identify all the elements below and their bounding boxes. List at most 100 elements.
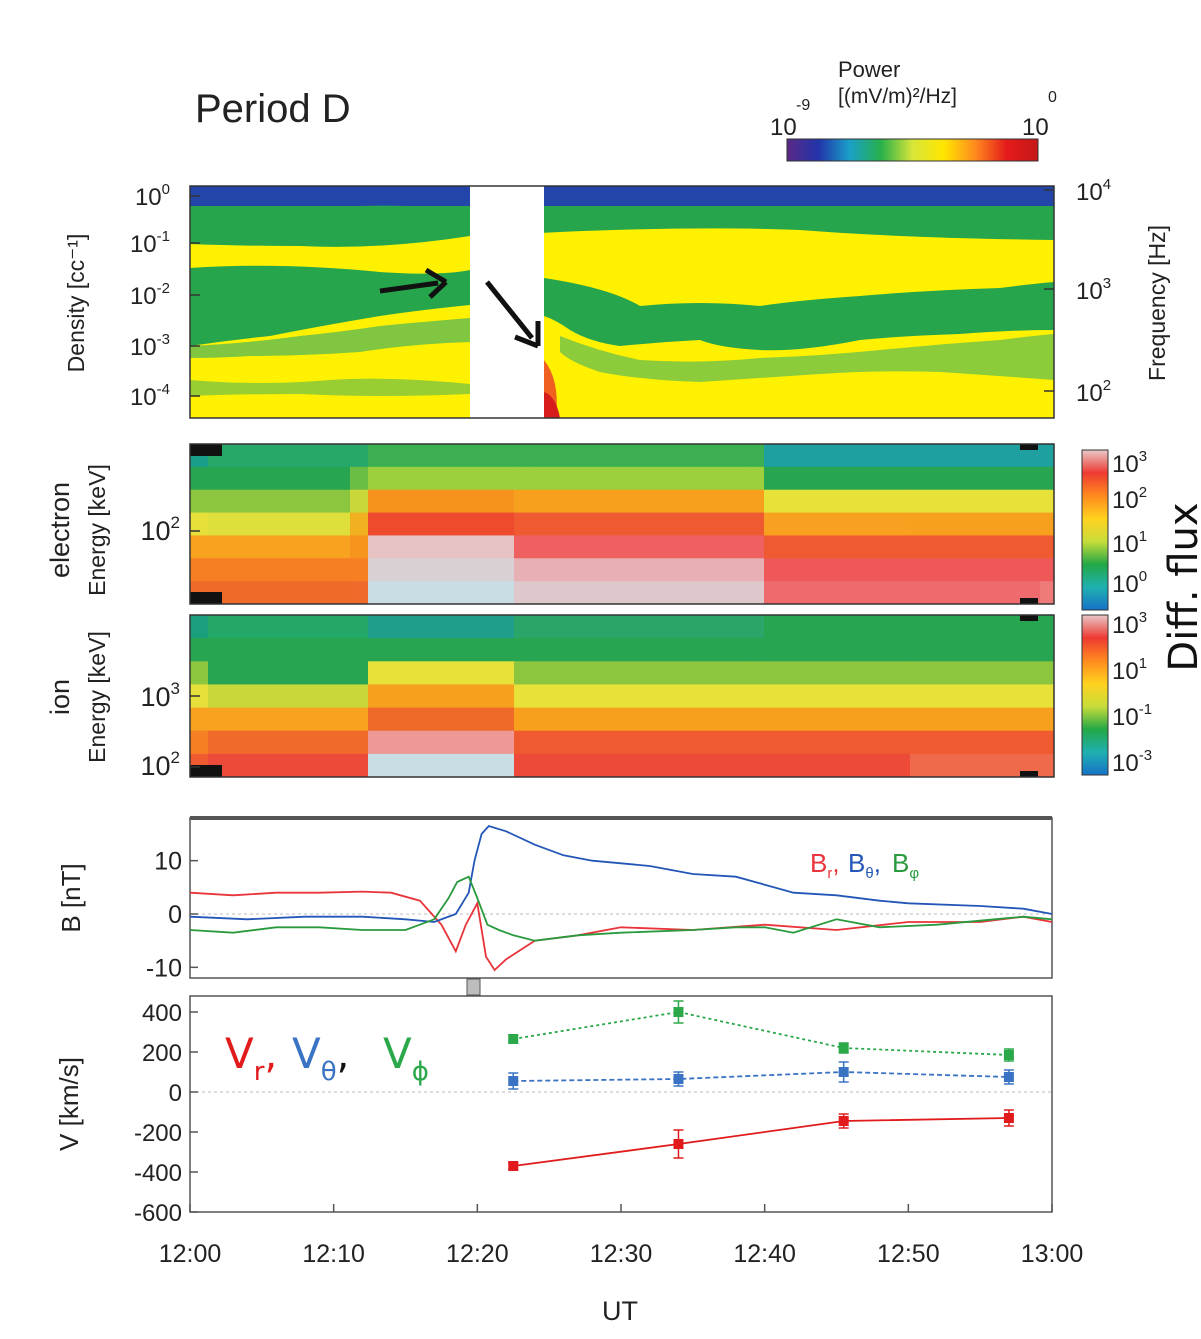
flux-cell (1040, 444, 1055, 468)
flux-cell (910, 615, 1041, 639)
flux-cell (764, 707, 911, 732)
flux-cell (350, 512, 369, 536)
time-tick-label: 13:00 (1021, 1240, 1084, 1268)
flux-cell (764, 684, 911, 709)
v-point (508, 1034, 519, 1044)
flux-cell (530, 581, 749, 605)
svg-text:10-1: 10-1 (1112, 701, 1152, 731)
flux-cell (350, 581, 369, 605)
flux-cell (910, 730, 1041, 755)
flux-cell (1040, 707, 1055, 732)
v-point (838, 1067, 849, 1077)
flux-cell (368, 581, 515, 605)
flux-cell (514, 753, 531, 778)
flux-cell (910, 707, 1041, 732)
flux-cell (368, 730, 515, 755)
flux-cell (530, 466, 749, 491)
svg-text:102: 102 (1112, 484, 1147, 514)
ion-flux-colorbar (1081, 614, 1109, 776)
time-axis-label: UT (602, 1296, 638, 1326)
flux-cell (530, 535, 749, 559)
flux-cell (208, 581, 351, 605)
v-series-ϕ (508, 1000, 1014, 1062)
flux-cell (910, 466, 1041, 491)
wave-arrow-2 (485, 280, 541, 349)
flux-cell (208, 489, 351, 514)
flux-cell (190, 558, 209, 582)
flux-cell (1040, 615, 1055, 639)
density-tick-label: 100 (135, 181, 170, 211)
flux-corner-mark (1020, 598, 1038, 604)
flux-cell (208, 512, 351, 536)
flux-cell (764, 615, 911, 639)
v-point (1003, 1072, 1014, 1082)
electron-colorbar-tick: 100 (1112, 568, 1147, 598)
v-point (673, 1139, 684, 1149)
ion-energy-ticks: 103 102 (140, 679, 200, 781)
wave-data-gap (470, 186, 544, 418)
flux-cell (514, 581, 531, 605)
svg-text:0: 0 (1048, 89, 1057, 106)
svg-text:103: 103 (1076, 275, 1111, 305)
flux-cell (764, 444, 911, 468)
b-legend-r: Br, (810, 848, 840, 882)
v-legend: Vr, Vθ, Vϕ (225, 1029, 429, 1087)
flux-cell (530, 661, 749, 685)
flux-cell (748, 638, 765, 662)
flux-cell (514, 489, 531, 514)
v-point (508, 1161, 519, 1171)
flux-cell (190, 535, 209, 559)
flux-cell (350, 684, 369, 709)
v-series-θ (508, 1061, 1014, 1090)
flux-cell (514, 512, 531, 536)
flux-cell (190, 512, 209, 536)
page-title: Period D (195, 87, 351, 131)
density-tick-label: 10-2 (130, 280, 170, 310)
flux-cell (748, 661, 765, 685)
flux-cell (748, 684, 765, 709)
flux-cell (208, 730, 351, 755)
flux-cell (208, 466, 351, 491)
ion-colorbar-tick: 103 (1112, 609, 1147, 639)
flux-cell (514, 661, 531, 685)
wave-left-axis-label: Density [cc⁻¹] (63, 234, 89, 373)
flux-cell (368, 489, 515, 514)
electron-colorbar-tick: 103 (1112, 448, 1147, 478)
flux-cell (368, 638, 515, 662)
frequency-tick-label: 102 (1076, 377, 1111, 407)
flux-cell (190, 730, 209, 755)
svg-text:101: 101 (1112, 655, 1147, 685)
v-point (838, 1043, 849, 1053)
flux-cell (1040, 512, 1055, 536)
flux-corner-mark (190, 592, 222, 604)
flux-cell (208, 615, 351, 639)
svg-text:10: 10 (1022, 114, 1049, 141)
flux-cell (208, 707, 351, 732)
flux-cell (368, 558, 515, 582)
v-tick-label: 200 (142, 1040, 182, 1067)
svg-text:102: 102 (1076, 377, 1111, 407)
flux-cell (350, 707, 369, 732)
svg-text:100: 100 (1112, 568, 1147, 598)
flux-cell (208, 661, 351, 685)
b-series-r (189, 890, 1053, 972)
flux-cell (514, 444, 531, 468)
flux-cell (368, 661, 515, 685)
v-point (1003, 1113, 1014, 1123)
time-tick-label: 12:10 (302, 1240, 365, 1268)
svg-text:104: 104 (1076, 176, 1111, 206)
flux-cell (748, 466, 765, 491)
svg-text:10-3: 10-3 (130, 331, 170, 361)
svg-text:10-2: 10-2 (130, 280, 170, 310)
flux-cell (350, 615, 369, 639)
power-colorbar: Power [(mV/m)²/Hz] 10 -9 10 0 (770, 57, 1057, 162)
v-point (838, 1116, 849, 1126)
flux-cell (208, 535, 351, 559)
ion-flux-panel: 103 102 ion Energy [keV] (45, 614, 1055, 781)
flux-cell (530, 707, 749, 732)
svg-text:103: 103 (1112, 448, 1147, 478)
flux-cell (910, 444, 1041, 468)
flux-cell (350, 466, 369, 491)
flux-cell (1040, 753, 1055, 778)
v-axis-label: V [km/s] (54, 1057, 84, 1151)
